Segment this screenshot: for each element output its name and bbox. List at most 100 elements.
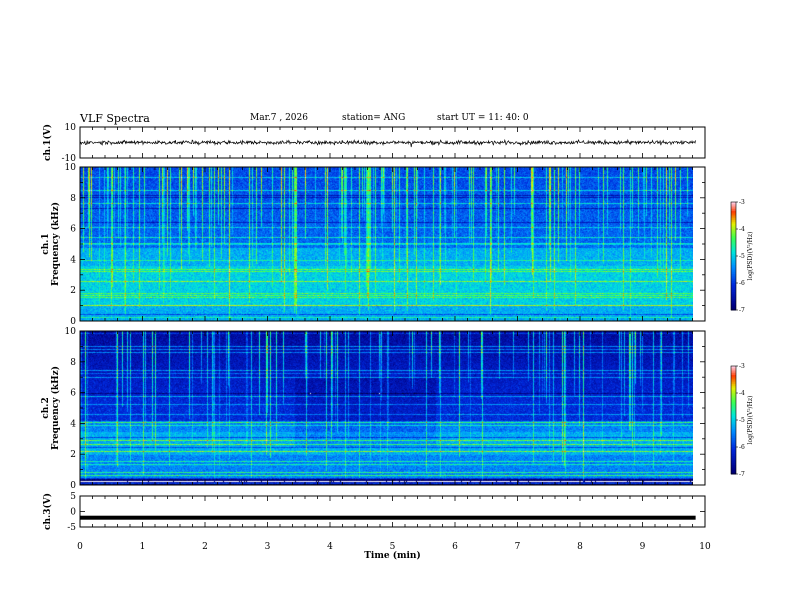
colorbar-swatch [731, 416, 736, 419]
colorbar-tick-label: -4 [739, 390, 745, 397]
colorbar-swatch [731, 438, 736, 441]
y-tick-label: 6 [70, 225, 76, 235]
colorbar-swatch [731, 447, 736, 450]
colorbar-swatch [731, 430, 736, 434]
colorbar-swatch [731, 371, 736, 374]
colorbar-swatch [731, 418, 736, 421]
colorbar-swatch [731, 229, 736, 232]
colorbar-swatch [731, 425, 736, 428]
colorbar-swatch [731, 218, 736, 221]
x-tick-label: 7 [515, 542, 521, 552]
colorbar-label: log(PSD)(V²/Hz) [747, 232, 754, 281]
colorbar-swatch [731, 306, 736, 309]
colorbar-swatch [731, 378, 736, 381]
colorbar-swatch [731, 203, 736, 207]
colorbar-swatch [731, 427, 736, 430]
colorbar-swatch [731, 382, 736, 385]
ch1-spectrogram-image [80, 167, 693, 321]
header-date: Mar.7 , 2026 [250, 113, 308, 123]
colorbar-swatch [731, 288, 736, 291]
colorbar-swatch [731, 456, 736, 459]
colorbar-swatch [731, 254, 736, 257]
colorbar-swatch [731, 450, 736, 453]
colorbar-swatch [731, 243, 736, 246]
y-axis-label: ch.3(V) [42, 493, 53, 530]
colorbar-swatch [731, 302, 736, 306]
colorbar-swatch [731, 284, 736, 288]
colorbar-swatch [731, 295, 736, 298]
colorbar-swatch [731, 283, 736, 286]
colorbar-swatch [731, 394, 736, 398]
y-tick-label: -5 [67, 523, 76, 533]
colorbar-swatch [731, 457, 736, 461]
colorbar-swatch [731, 443, 736, 446]
y-tick-label: 4 [70, 255, 76, 265]
colorbar-swatch [731, 268, 736, 271]
header-station: station= ANG [342, 113, 406, 123]
colorbar-swatch [731, 239, 736, 243]
header-start-time: start UT = 11: 40: 0 [437, 113, 529, 123]
colorbar-swatch [731, 216, 736, 219]
colorbar-swatch [731, 290, 736, 293]
colorbar-swatch [731, 414, 736, 417]
colorbar-swatch [731, 214, 736, 217]
colorbar-swatch [731, 454, 736, 457]
colorbar-swatch [731, 292, 736, 295]
colorbar-tick-label: -6 [739, 444, 745, 451]
colorbar-swatch [731, 272, 736, 275]
colorbar-swatch [731, 257, 736, 261]
colorbar-swatch [731, 293, 736, 297]
ch2-spectrogram-image [80, 331, 693, 485]
colorbar-swatch [731, 230, 736, 234]
colorbar-swatch [731, 448, 736, 452]
y-axis-label: ch.2Frequency (kHz) [41, 366, 61, 450]
colorbar-swatch [731, 398, 736, 401]
ch3-waveform-trace [80, 515, 696, 520]
colorbar-swatch [731, 463, 736, 466]
colorbar-swatch [731, 277, 736, 280]
colorbar-swatch [731, 445, 736, 448]
colorbar-swatch [731, 472, 736, 475]
colorbar-swatch [731, 373, 736, 376]
colorbar-swatch [731, 225, 736, 228]
colorbar-tick-label: -7 [739, 471, 745, 478]
colorbar-tick-label: -4 [739, 226, 745, 233]
colorbar-tick-label: -3 [739, 199, 745, 206]
colorbar-swatch [731, 369, 736, 372]
colorbar-swatch [731, 380, 736, 383]
colorbar-swatch [731, 391, 736, 394]
y-tick-label: 5 [70, 492, 76, 502]
colorbar-swatch [731, 212, 736, 216]
colorbar-swatch [731, 202, 736, 205]
colorbar-swatch [731, 247, 736, 250]
colorbar-swatch [731, 439, 736, 443]
colorbar-swatch [731, 220, 736, 223]
x-axis-label: Time (min) [364, 550, 421, 561]
colorbar-swatch [731, 248, 736, 252]
colorbar-swatch [731, 238, 736, 241]
x-tick-label: 0 [77, 542, 83, 552]
colorbar-swatch [731, 393, 736, 396]
colorbar-swatch [731, 299, 736, 302]
y-tick-label: 10 [65, 163, 77, 173]
colorbar-swatch [731, 409, 736, 412]
colorbar-swatch [731, 223, 736, 226]
colorbar-swatch [731, 297, 736, 300]
colorbar-swatch [731, 387, 736, 390]
colorbar-swatch [731, 281, 736, 284]
colorbar-swatch [731, 270, 736, 273]
colorbar-swatch [731, 403, 736, 407]
y-axis-label: ch.1Frequency (kHz) [41, 202, 61, 286]
colorbar-swatch [731, 389, 736, 392]
x-tick-label: 1 [140, 542, 146, 552]
colorbar-swatch [731, 234, 736, 237]
colorbar-swatch [731, 468, 736, 471]
colorbar-swatch [731, 209, 736, 212]
colorbar-swatch [731, 405, 736, 408]
colorbar-swatch [731, 263, 736, 266]
colorbar-tick-label: -7 [739, 307, 745, 314]
colorbar-swatch [731, 402, 736, 405]
colorbar-tick-label: -6 [739, 280, 745, 287]
panel-frame-3 [79, 330, 706, 486]
colorbar-swatch [731, 400, 736, 403]
